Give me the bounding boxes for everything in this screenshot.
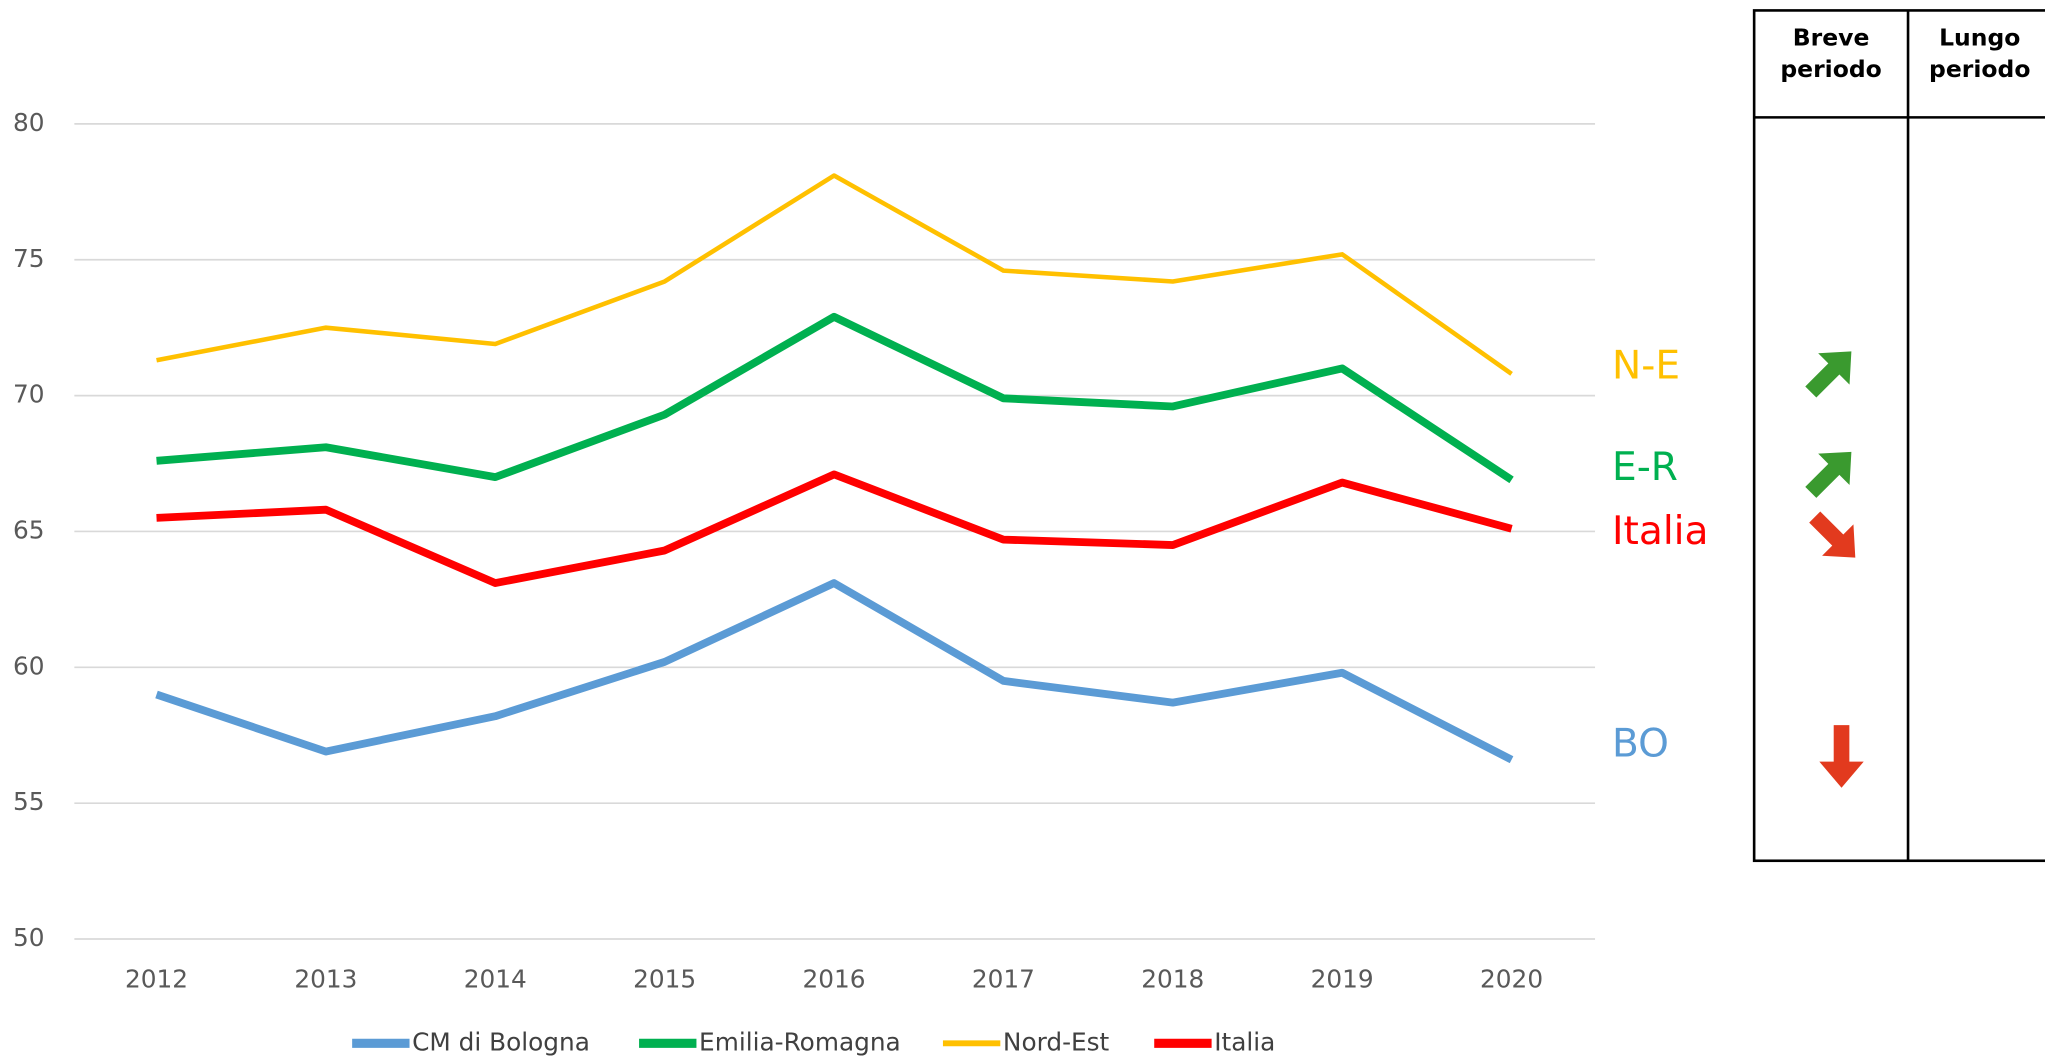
x-tick-label: 2018 bbox=[1141, 965, 1204, 994]
x-tick-label: 2015 bbox=[633, 965, 696, 994]
x-tick-label: 2013 bbox=[294, 965, 357, 994]
arrow-up-right bbox=[1805, 351, 1852, 398]
x-tick-label: 2019 bbox=[1311, 965, 1374, 994]
series-line bbox=[155, 579, 1514, 764]
y-tick-label: 65 bbox=[13, 515, 45, 544]
x-tick-label: 2014 bbox=[464, 965, 527, 994]
trend-arrows bbox=[1805, 351, 1864, 788]
arrow-down bbox=[1819, 725, 1864, 788]
legend-label: Italia bbox=[1214, 1027, 1275, 1056]
x-tick-label: 2020 bbox=[1480, 965, 1543, 994]
legend-label: CM di Bologna bbox=[412, 1027, 590, 1056]
table-border bbox=[1752, 9, 2045, 863]
series-annotation: Italia bbox=[1612, 509, 1709, 554]
y-tick-label: 70 bbox=[13, 380, 45, 409]
series-annotation: BO bbox=[1612, 721, 1669, 766]
legend-label: Nord-Est bbox=[1003, 1027, 1110, 1056]
table-header-cell: Lungo periodo bbox=[1929, 24, 2031, 84]
arrow-down-right bbox=[1809, 511, 1856, 558]
x-tick-label: 2012 bbox=[125, 965, 188, 994]
y-tick-label: 60 bbox=[13, 651, 45, 680]
series-line bbox=[156, 312, 1514, 484]
series-annotation: N-E bbox=[1612, 343, 1680, 388]
table-header: Lungo periodo bbox=[1929, 24, 2031, 84]
table-header: Breve periodo bbox=[1780, 24, 1882, 84]
y-tick-label: 55 bbox=[13, 787, 45, 816]
x-tick-label: 2016 bbox=[803, 965, 866, 994]
table-header-cell: Breve periodo bbox=[1780, 24, 1882, 84]
y-tick-label: 50 bbox=[13, 923, 45, 952]
series-line bbox=[156, 470, 1513, 587]
legend-label: Emilia-Romagna bbox=[699, 1027, 901, 1056]
series-line bbox=[156, 173, 1513, 376]
series-annotation: E-R bbox=[1612, 445, 1678, 490]
y-tick-label: 80 bbox=[13, 108, 45, 137]
y-tick-label: 75 bbox=[13, 244, 45, 273]
x-tick-label: 2017 bbox=[972, 965, 1035, 994]
arrow-up-right bbox=[1805, 451, 1852, 498]
